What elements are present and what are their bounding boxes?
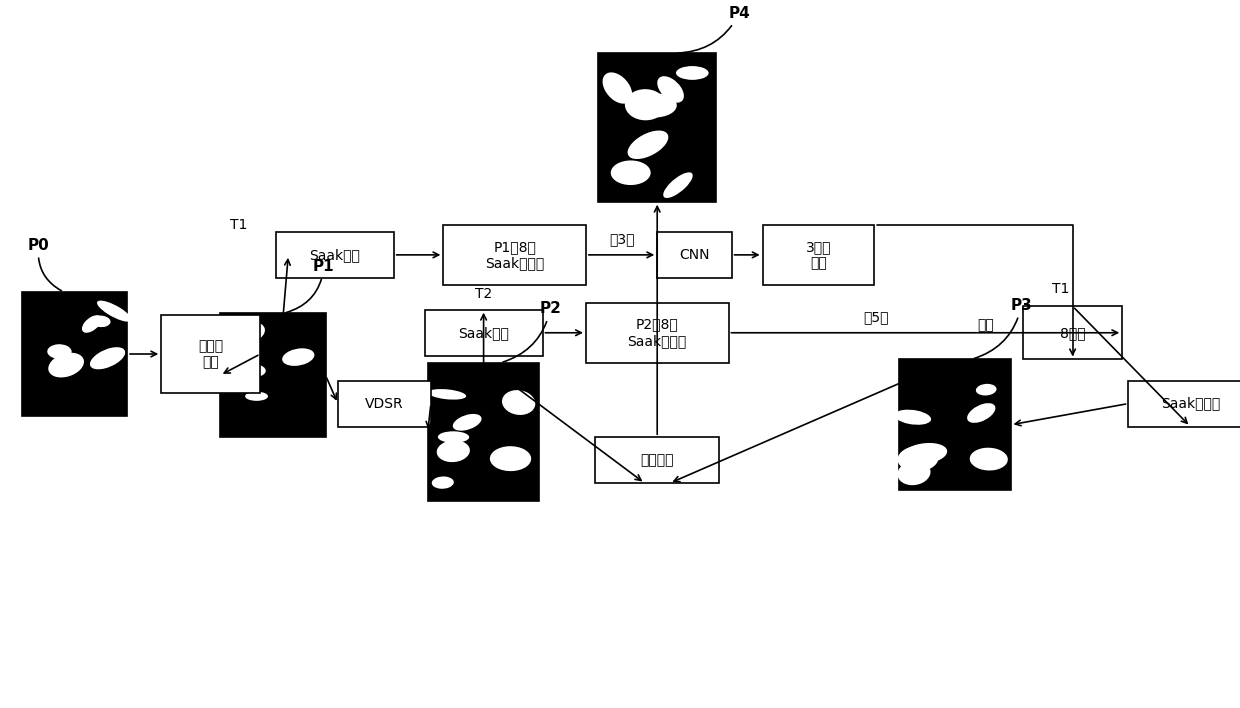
Text: 双三次
插值: 双三次 插值 bbox=[198, 339, 223, 369]
Text: 前3张: 前3张 bbox=[609, 232, 635, 246]
Text: 3张特
征图: 3张特 征图 bbox=[806, 240, 831, 270]
FancyBboxPatch shape bbox=[763, 225, 874, 285]
Ellipse shape bbox=[432, 476, 454, 489]
Text: P0: P0 bbox=[27, 238, 62, 291]
Ellipse shape bbox=[241, 364, 265, 377]
Ellipse shape bbox=[676, 66, 708, 80]
Ellipse shape bbox=[657, 76, 684, 103]
Ellipse shape bbox=[47, 344, 72, 359]
Text: Saak变换: Saak变换 bbox=[309, 248, 361, 262]
Ellipse shape bbox=[436, 440, 470, 462]
Ellipse shape bbox=[490, 446, 531, 471]
Ellipse shape bbox=[91, 347, 125, 370]
Text: 8张图: 8张图 bbox=[1060, 326, 1085, 340]
FancyBboxPatch shape bbox=[1128, 381, 1240, 426]
Ellipse shape bbox=[428, 389, 466, 399]
Ellipse shape bbox=[967, 403, 996, 423]
Ellipse shape bbox=[438, 431, 469, 442]
Ellipse shape bbox=[231, 321, 265, 343]
Ellipse shape bbox=[453, 414, 481, 430]
Ellipse shape bbox=[603, 72, 632, 103]
Text: VDSR: VDSR bbox=[365, 396, 404, 411]
Ellipse shape bbox=[48, 353, 84, 377]
Text: Saak变换: Saak变换 bbox=[458, 326, 510, 340]
FancyBboxPatch shape bbox=[337, 381, 432, 426]
Ellipse shape bbox=[634, 93, 677, 118]
FancyBboxPatch shape bbox=[161, 315, 260, 393]
Ellipse shape bbox=[663, 172, 693, 198]
Text: CNN: CNN bbox=[680, 248, 709, 262]
Text: P3: P3 bbox=[975, 298, 1033, 358]
FancyBboxPatch shape bbox=[424, 310, 543, 355]
FancyBboxPatch shape bbox=[1023, 306, 1122, 359]
Ellipse shape bbox=[283, 348, 315, 366]
FancyBboxPatch shape bbox=[657, 232, 732, 278]
Ellipse shape bbox=[627, 130, 668, 159]
Ellipse shape bbox=[82, 315, 102, 333]
Ellipse shape bbox=[246, 392, 268, 401]
Text: P4: P4 bbox=[677, 6, 750, 53]
Ellipse shape bbox=[502, 390, 536, 415]
Text: P2的8张
Saak特征图: P2的8张 Saak特征图 bbox=[627, 318, 687, 348]
Ellipse shape bbox=[976, 384, 997, 396]
Ellipse shape bbox=[97, 301, 131, 321]
Ellipse shape bbox=[898, 446, 939, 472]
Text: 图像融合: 图像融合 bbox=[640, 453, 675, 467]
FancyBboxPatch shape bbox=[277, 232, 394, 278]
Text: P1: P1 bbox=[286, 259, 335, 312]
Text: T1: T1 bbox=[1052, 282, 1069, 295]
Ellipse shape bbox=[231, 350, 260, 361]
Ellipse shape bbox=[898, 461, 930, 485]
Bar bbox=[599, 53, 717, 202]
Bar bbox=[221, 314, 325, 438]
Text: Saak反变换: Saak反变换 bbox=[1161, 396, 1220, 411]
Ellipse shape bbox=[901, 443, 947, 464]
FancyBboxPatch shape bbox=[595, 437, 719, 483]
Text: P2: P2 bbox=[503, 302, 562, 362]
Ellipse shape bbox=[894, 410, 931, 425]
FancyBboxPatch shape bbox=[444, 225, 585, 285]
Ellipse shape bbox=[625, 89, 666, 120]
Text: T1: T1 bbox=[229, 218, 248, 232]
Ellipse shape bbox=[970, 447, 1008, 471]
Text: 后5张: 后5张 bbox=[863, 310, 889, 324]
Text: T2: T2 bbox=[475, 287, 492, 301]
Ellipse shape bbox=[91, 316, 110, 327]
Bar bbox=[428, 362, 539, 501]
Ellipse shape bbox=[611, 161, 651, 185]
Text: P1的8张
Saak特征图: P1的8张 Saak特征图 bbox=[485, 240, 544, 270]
Bar bbox=[899, 360, 1011, 490]
FancyBboxPatch shape bbox=[587, 303, 729, 362]
Bar bbox=[21, 292, 128, 416]
Text: 组合: 组合 bbox=[977, 319, 994, 333]
